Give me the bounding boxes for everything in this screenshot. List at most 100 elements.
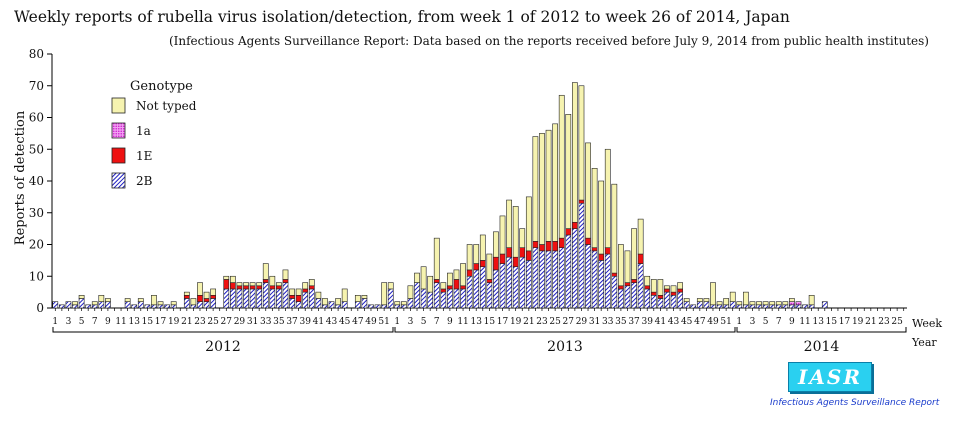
bar-1e <box>525 250 532 261</box>
bar-1e <box>677 288 683 293</box>
bar-not-typed <box>322 298 328 306</box>
iasr-logo-text: IASR <box>798 365 862 389</box>
bar-not-typed <box>466 244 473 271</box>
week-tick-label: 49 <box>365 317 377 327</box>
bar-2b <box>512 266 519 309</box>
week-tick-label: 11 <box>457 317 468 327</box>
bar-2b <box>394 304 401 309</box>
bar-not-typed <box>762 301 769 306</box>
bar-not-typed <box>578 85 585 201</box>
week-tick-label: 47 <box>352 317 364 327</box>
x-axis: 1 3 5 7 9 11 13 15 17 19 21 23 25 27 29 31 33 35 37 39 41 43 4… <box>52 308 907 355</box>
bar-2b <box>65 301 72 309</box>
bar-2b <box>322 304 328 309</box>
bar-not-typed <box>618 244 624 287</box>
bar-2b <box>532 247 539 309</box>
bars-layer <box>52 82 828 309</box>
year-label: 2013 <box>547 339 583 355</box>
bar-not-typed <box>736 301 743 306</box>
bar-not-typed <box>637 218 644 255</box>
bar-not-typed <box>775 301 782 306</box>
bar-2b <box>479 266 486 309</box>
bar-1e <box>519 247 526 258</box>
bar-2b <box>401 304 407 309</box>
bar-not-typed <box>650 279 657 293</box>
bar-not-typed <box>230 275 236 283</box>
bar-2b <box>519 256 526 309</box>
y-tick-label: 80 <box>29 47 44 61</box>
week-tick-label: 5 <box>763 317 769 327</box>
bar-not-typed <box>473 244 480 264</box>
week-tick-label: 29 <box>234 317 246 327</box>
bar-not-typed <box>664 285 670 290</box>
week-tick-label: 41 <box>655 317 666 327</box>
bar-1e <box>183 294 190 299</box>
bar-2b <box>696 301 703 309</box>
bar-not-typed <box>289 288 295 296</box>
bar-not-typed <box>105 298 111 302</box>
week-tick-label: 21 <box>181 317 192 327</box>
bar-not-typed <box>729 291 736 302</box>
bar-not-typed <box>782 301 789 306</box>
bar-2b <box>525 260 532 309</box>
week-tick-label: 13 <box>128 317 140 327</box>
bar-1e <box>466 269 473 277</box>
bar-1e <box>552 241 558 252</box>
bar-1e <box>637 253 644 264</box>
y-tick-label: 20 <box>29 238 44 252</box>
week-tick-label: 17 <box>497 317 509 327</box>
bar-not-typed <box>210 288 216 296</box>
bar-2b <box>611 275 618 309</box>
bar-not-typed <box>98 294 105 302</box>
bar-1e <box>585 237 591 245</box>
week-tick-label: 39 <box>299 317 311 327</box>
legend-label-1e: 1E <box>136 149 152 163</box>
bar-not-typed <box>743 291 749 306</box>
bar-1e <box>295 294 302 302</box>
bar-1e <box>308 285 315 290</box>
chart-title: Weekly reports of rubella virus isolatio… <box>14 8 790 26</box>
bar-not-typed <box>414 272 420 283</box>
week-tick-label: 31 <box>247 317 258 327</box>
legend-label-not-typed: Not typed <box>136 99 197 113</box>
legend-swatch-1e <box>111 147 126 164</box>
week-tick-label: 17 <box>839 317 851 327</box>
week-tick-label: 7 <box>776 317 782 327</box>
bar-not-typed <box>716 301 723 306</box>
bar-1e <box>506 247 512 258</box>
bar-2b <box>170 304 177 309</box>
bar-2b <box>591 250 598 309</box>
bar-1e <box>236 285 243 290</box>
bar-2b <box>670 294 677 309</box>
bar-not-typed <box>670 285 677 293</box>
bar-2b <box>157 304 164 309</box>
iasr-logo: IASR <box>788 362 872 392</box>
week-tick-label: 45 <box>681 317 693 327</box>
bar-not-typed <box>256 282 263 287</box>
bar-2b <box>381 304 387 309</box>
bar-2b <box>486 282 493 309</box>
bar-2b <box>565 234 572 309</box>
bar-1e <box>210 294 216 299</box>
bar-not-typed <box>598 180 605 255</box>
bar-not-typed <box>631 228 637 280</box>
bar-not-typed <box>604 148 611 248</box>
bar-not-typed <box>572 82 578 223</box>
bar-not-typed <box>387 282 394 290</box>
bar-1e <box>203 298 210 302</box>
bar-2b <box>335 304 341 309</box>
y-tick-label: 50 <box>29 142 44 156</box>
bar-1e <box>243 285 249 290</box>
week-tick-label: 7 <box>434 317 440 327</box>
legend-swatch-not-typed <box>111 97 126 114</box>
bar-not-typed <box>236 282 243 287</box>
bar-2b <box>802 304 808 309</box>
bar-2b <box>407 298 414 309</box>
bar-not-typed <box>295 288 302 296</box>
bar-2b <box>683 301 690 309</box>
week-tick-label: 25 <box>207 317 219 327</box>
bar-not-typed <box>683 298 690 302</box>
bar-2b <box>466 275 473 309</box>
bar-2b <box>539 250 545 309</box>
bar-not-typed <box>361 294 368 299</box>
